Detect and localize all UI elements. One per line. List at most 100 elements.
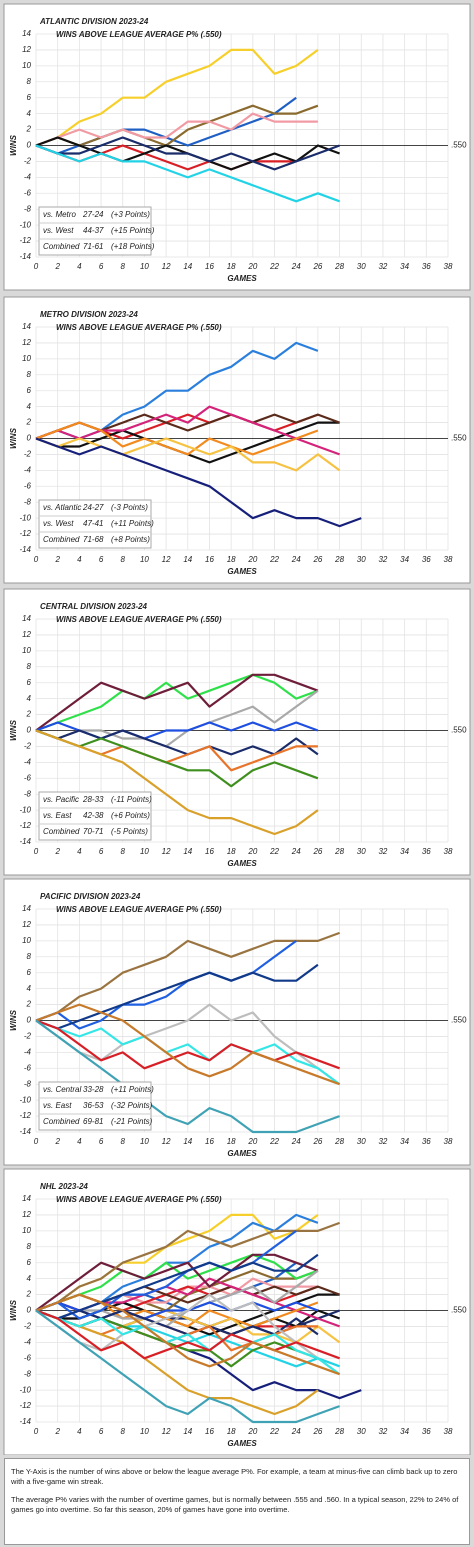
x-tick-label: 12 bbox=[162, 262, 171, 271]
x-tick-label: 38 bbox=[444, 1427, 453, 1436]
y-axis-label: WINS bbox=[9, 427, 18, 449]
series-line bbox=[35, 1019, 340, 1134]
x-tick-label: 16 bbox=[205, 1137, 214, 1146]
x-tick-label: 28 bbox=[334, 555, 344, 564]
y-tick-label: -4 bbox=[24, 757, 32, 766]
x-tick-label: 14 bbox=[183, 262, 192, 271]
record-cell: vs. Metro bbox=[43, 210, 76, 219]
y-tick-label: 8 bbox=[27, 662, 32, 671]
y-tick-label: 4 bbox=[27, 984, 32, 993]
y-tick-label: -6 bbox=[24, 188, 32, 197]
y-tick-label: -2 bbox=[24, 157, 32, 166]
y-tick-label: 12 bbox=[22, 45, 31, 54]
series-line bbox=[35, 1019, 340, 1070]
record-cell: vs. Pacific bbox=[43, 795, 79, 804]
note: The Y-Axis is the number of wins above o… bbox=[11, 1467, 458, 1486]
x-tick-label: 14 bbox=[183, 555, 192, 564]
record-cell: vs. Central bbox=[43, 1085, 81, 1094]
record-cell: (+3 Points) bbox=[111, 210, 150, 219]
x-tick-label: 8 bbox=[121, 262, 126, 271]
x-tick-label: 20 bbox=[247, 262, 257, 271]
x-tick-label: 0 bbox=[34, 1427, 39, 1436]
x-tick-label: 2 bbox=[54, 847, 60, 856]
x-axis-label: GAMES bbox=[227, 1149, 257, 1158]
series-line bbox=[35, 1309, 319, 1336]
x-tick-label: 4 bbox=[77, 1137, 82, 1146]
record-cell: (-3 Points) bbox=[111, 503, 148, 512]
x-tick-label: 38 bbox=[444, 1137, 453, 1146]
record-cell: 33-28 bbox=[83, 1085, 104, 1094]
y-tick-label: 4 bbox=[27, 109, 32, 118]
y-tick-label: 2 bbox=[26, 1290, 32, 1299]
record-cell: vs. East bbox=[43, 811, 72, 820]
x-tick-label: 10 bbox=[140, 847, 149, 856]
series-line bbox=[35, 1293, 341, 1376]
y-tick-label: -14 bbox=[19, 252, 31, 261]
x-tick-label: 22 bbox=[269, 1137, 279, 1146]
chart-subtitle: WINS ABOVE LEAGUE AVERAGE P% (.550) bbox=[56, 323, 222, 332]
x-tick-label: 28 bbox=[334, 1137, 344, 1146]
x-tick-label: 36 bbox=[422, 1427, 431, 1436]
y-tick-label: 4 bbox=[27, 402, 32, 411]
x-tick-label: 20 bbox=[247, 1427, 257, 1436]
y-axis-label: WINS bbox=[9, 1009, 18, 1031]
y-tick-label: 12 bbox=[22, 1210, 31, 1219]
x-tick-label: 30 bbox=[357, 262, 366, 271]
chart-title: CENTRAL DIVISION 2023-24 bbox=[40, 602, 148, 611]
y-tick-label: -10 bbox=[19, 1385, 31, 1394]
x-tick-label: 2 bbox=[54, 1137, 60, 1146]
x-axis-label: GAMES bbox=[227, 1439, 257, 1448]
y-axis-label: WINS bbox=[9, 1299, 18, 1321]
y-tick-label: 12 bbox=[22, 338, 31, 347]
x-tick-label: 6 bbox=[99, 1137, 104, 1146]
x-tick-label: 8 bbox=[121, 555, 126, 564]
y-tick-label: -8 bbox=[24, 1369, 32, 1378]
x-tick-label: 18 bbox=[227, 1427, 236, 1436]
y-tick-label: 0 bbox=[27, 434, 32, 443]
x-tick-label: 38 bbox=[444, 262, 453, 271]
record-cell: Combined bbox=[43, 242, 80, 251]
y-tick-label: -12 bbox=[19, 236, 31, 245]
x-tick-label: 34 bbox=[400, 1427, 409, 1436]
y-tick-label: 8 bbox=[27, 952, 32, 961]
records-box bbox=[38, 206, 152, 256]
record-cell: 69-81 bbox=[83, 1117, 103, 1126]
record-cell: vs. West bbox=[43, 519, 74, 528]
x-tick-label: 2 bbox=[54, 1427, 60, 1436]
x-tick-label: 2 bbox=[54, 555, 60, 564]
record-cell: vs. East bbox=[43, 1101, 72, 1110]
y-tick-label: 4 bbox=[27, 1274, 32, 1283]
y-tick-label: -8 bbox=[24, 204, 32, 213]
y-tick-label: -2 bbox=[24, 1322, 32, 1331]
record-cell: (+15 Points) bbox=[111, 226, 155, 235]
series-line bbox=[35, 963, 319, 1030]
y-tick-label: 6 bbox=[27, 968, 32, 977]
chart-subtitle: WINS ABOVE LEAGUE AVERAGE P% (.550) bbox=[56, 615, 222, 624]
record-cell: 28-33 bbox=[82, 795, 104, 804]
record-cell: (-11 Points) bbox=[111, 795, 152, 804]
reference-label: .550 bbox=[451, 1306, 467, 1315]
series-line bbox=[35, 1309, 340, 1360]
x-tick-label: 38 bbox=[444, 847, 453, 856]
series-line bbox=[35, 104, 319, 147]
series-line bbox=[35, 673, 319, 732]
record-cell: 36-53 bbox=[83, 1101, 104, 1110]
y-tick-label: 10 bbox=[22, 354, 31, 363]
y-tick-label: -6 bbox=[24, 1063, 32, 1072]
x-tick-label: 8 bbox=[121, 847, 126, 856]
record-cell: (-21 Points) bbox=[111, 1117, 153, 1126]
y-tick-label: 8 bbox=[27, 370, 32, 379]
x-tick-label: 34 bbox=[400, 847, 409, 856]
record-cell: (+11 Points) bbox=[111, 1085, 154, 1094]
record-cell: 44-37 bbox=[83, 226, 104, 235]
y-tick-label: -4 bbox=[24, 172, 32, 181]
series-line bbox=[35, 1003, 341, 1086]
chart-subtitle: WINS ABOVE LEAGUE AVERAGE P% (.550) bbox=[56, 1195, 222, 1204]
series-line bbox=[35, 1253, 319, 1320]
x-tick-label: 20 bbox=[247, 1137, 257, 1146]
x-tick-label: 16 bbox=[205, 555, 214, 564]
x-tick-label: 16 bbox=[205, 1427, 214, 1436]
y-tick-label: 10 bbox=[22, 61, 31, 70]
x-tick-label: 0 bbox=[34, 262, 39, 271]
y-tick-label: -2 bbox=[24, 450, 32, 459]
